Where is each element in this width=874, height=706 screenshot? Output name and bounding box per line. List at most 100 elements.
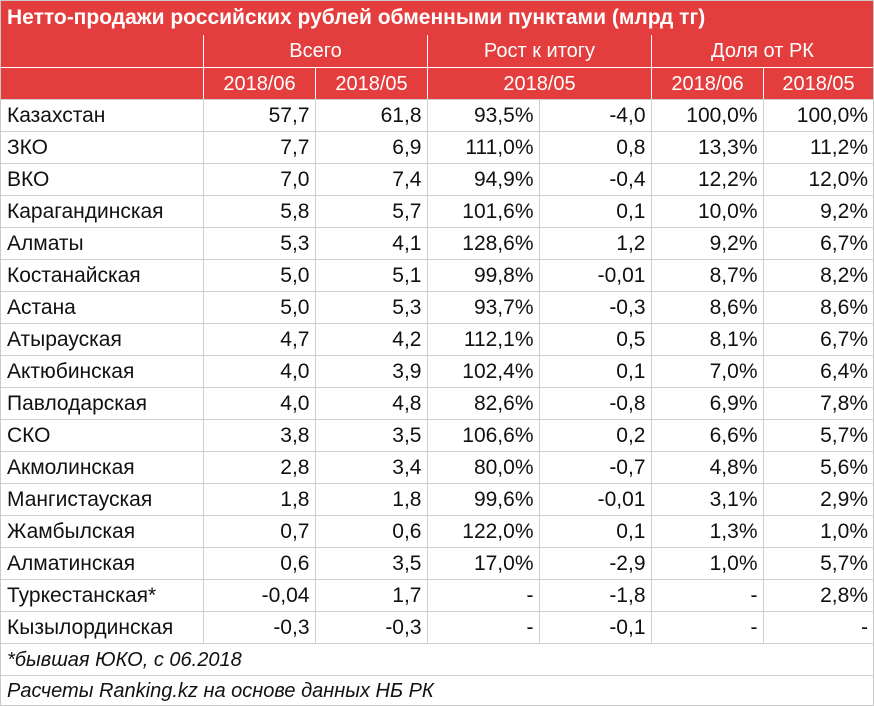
share-2018-06-cell: - <box>650 579 764 612</box>
growth-absolute-cell: -0,01 <box>538 483 652 516</box>
total-2018-06-cell: 1,8 <box>202 483 316 516</box>
region-name-cell: Павлодарская <box>1 387 204 420</box>
header-group-total: Всего <box>203 35 427 67</box>
table-row: Карагандинская 5,8 5,7 101,6% 0,1 10,0% 9,2% <box>1 195 873 228</box>
share-2018-06-cell: - <box>650 611 764 644</box>
table-row: ВКО 7,0 7,4 94,9% -0,4 12,2% 12,0% <box>1 163 873 196</box>
growth-absolute-cell: -1,8 <box>538 579 652 612</box>
table-row: Туркестанская* -0,04 1,7- -1,8-2,8% <box>1 579 873 612</box>
total-2018-06-cell: 0,6 <box>202 547 316 580</box>
share-2018-06-cell: 3,1% <box>650 483 764 516</box>
header-blank <box>1 35 203 67</box>
growth-absolute-cell: -0,3 <box>538 291 652 324</box>
share-2018-06-cell: 8,6% <box>650 291 764 324</box>
growth-absolute-cell: -0,01 <box>538 259 652 292</box>
total-2018-06-cell: 4,0 <box>202 355 316 388</box>
region-name-cell: Астана <box>1 291 204 324</box>
total-2018-06-cell: 7,7 <box>202 131 316 164</box>
footnote: *бывшая ЮКО, с 06.2018 <box>1 643 873 675</box>
total-2018-06-cell: 5,3 <box>202 227 316 260</box>
share-2018-05-cell: 7,8% <box>762 387 873 420</box>
total-2018-06-cell: 5,0 <box>202 291 316 324</box>
table-body: Казахстан 57,7 61,8 93,5% -4,0 100,0% 100,0% ЗК… <box>1 99 873 644</box>
table-title: Нетто-продажи российских рублей обменным… <box>1 1 873 35</box>
share-2018-05-cell: 100,0% <box>762 99 873 132</box>
table-row: Астана 5,0 5,3 93,7% -0,3 8,6% 8,6% <box>1 291 873 324</box>
share-2018-05-cell: - <box>762 611 873 644</box>
total-2018-05-cell: -0,3 <box>314 611 428 644</box>
table-row: Жамбылская 0,7 0,6 122,0% 0,1 1,3% 1,0% <box>1 515 873 548</box>
table-row: Казахстан 57,7 61,8 93,5% -4,0 100,0% 100,0% <box>1 99 873 132</box>
growth-percent-cell: 102,4% <box>426 355 540 388</box>
region-name-cell: ЗКО <box>1 131 204 164</box>
share-2018-05-cell: 6,7% <box>762 323 873 356</box>
share-2018-06-cell: 8,7% <box>650 259 764 292</box>
share-2018-06-cell: 10,0% <box>650 195 764 228</box>
total-2018-06-cell: 5,8 <box>202 195 316 228</box>
total-2018-06-cell: -0,04 <box>202 579 316 612</box>
share-2018-06-cell: 7,0% <box>650 355 764 388</box>
region-name-cell: Карагандинская <box>1 195 204 228</box>
share-2018-05-cell: 5,6% <box>762 451 873 484</box>
total-2018-05-cell: 61,8 <box>314 99 428 132</box>
region-name-cell: ВКО <box>1 163 204 196</box>
growth-absolute-cell: -4,0 <box>538 99 652 132</box>
total-2018-05-cell: 5,7 <box>314 195 428 228</box>
total-2018-06-cell: -0,3 <box>202 611 316 644</box>
share-2018-05-cell: 2,8% <box>762 579 873 612</box>
growth-absolute-cell: -0,8 <box>538 387 652 420</box>
table-row: Алматинская 0,6 3,5 17,0% -2,9 1,0% 5,7% <box>1 547 873 580</box>
growth-percent-cell: - <box>426 611 540 644</box>
source-note: Расчеты Ranking.kz на основе данных НБ Р… <box>1 675 873 705</box>
region-name-cell: СКО <box>1 419 204 452</box>
growth-percent-cell: 106,6% <box>426 419 540 452</box>
share-2018-06-cell: 13,3% <box>650 131 764 164</box>
share-2018-06-cell: 8,1% <box>650 323 764 356</box>
share-2018-05-cell: 8,2% <box>762 259 873 292</box>
total-2018-06-cell: 5,0 <box>202 259 316 292</box>
table-row: Мангистауская 1,8 1,8 99,6% -0,01 3,1% 2,9% <box>1 483 873 516</box>
growth-percent-cell: 99,6% <box>426 483 540 516</box>
share-2018-05-cell: 6,7% <box>762 227 873 260</box>
total-2018-05-cell: 4,2 <box>314 323 428 356</box>
total-2018-06-cell: 2,8 <box>202 451 316 484</box>
growth-percent-cell: 111,0% <box>426 131 540 164</box>
share-2018-06-cell: 1,3% <box>650 515 764 548</box>
growth-absolute-cell: 0,1 <box>538 195 652 228</box>
header-sub-total-06: 2018/06 <box>203 68 315 100</box>
table-row: СКО 3,8 3,5 106,6% 0,2 6,6% 5,7% <box>1 419 873 452</box>
growth-percent-cell: 112,1% <box>426 323 540 356</box>
region-name-cell: Костанайская <box>1 259 204 292</box>
total-2018-06-cell: 0,7 <box>202 515 316 548</box>
share-2018-05-cell: 6,4% <box>762 355 873 388</box>
share-2018-06-cell: 4,8% <box>650 451 764 484</box>
growth-absolute-cell: -0,1 <box>538 611 652 644</box>
header-sub-growth-05: 2018/05 <box>427 68 651 100</box>
growth-percent-cell: 94,9% <box>426 163 540 196</box>
total-2018-05-cell: 3,9 <box>314 355 428 388</box>
region-name-cell: Алматинская <box>1 547 204 580</box>
total-2018-05-cell: 3,5 <box>314 419 428 452</box>
share-2018-05-cell: 9,2% <box>762 195 873 228</box>
total-2018-05-cell: 3,5 <box>314 547 428 580</box>
table-row: Павлодарская 4,0 4,8 82,6% -0,8 6,9% 7,8% <box>1 387 873 420</box>
table-row: Кызылординская -0,3 -0,3- -0,1- - <box>1 611 873 644</box>
total-2018-05-cell: 6,9 <box>314 131 428 164</box>
total-2018-05-cell: 3,4 <box>314 451 428 484</box>
header-blank <box>1 68 203 100</box>
header-group-share: Доля от РК <box>651 35 873 67</box>
share-2018-06-cell: 9,2% <box>650 227 764 260</box>
growth-absolute-cell: -2,9 <box>538 547 652 580</box>
total-2018-05-cell: 1,7 <box>314 579 428 612</box>
growth-percent-cell: 17,0% <box>426 547 540 580</box>
growth-absolute-cell: 0,1 <box>538 515 652 548</box>
growth-absolute-cell: -0,7 <box>538 451 652 484</box>
growth-absolute-cell: -0,4 <box>538 163 652 196</box>
growth-percent-cell: 99,8% <box>426 259 540 292</box>
header-sub-row: 2018/06 2018/05 2018/05 2018/06 2018/05 <box>1 67 873 100</box>
share-2018-06-cell: 6,6% <box>650 419 764 452</box>
share-2018-05-cell: 12,0% <box>762 163 873 196</box>
header-sub-share-05: 2018/05 <box>763 68 873 100</box>
header-group-growth: Рост к итогу <box>427 35 651 67</box>
